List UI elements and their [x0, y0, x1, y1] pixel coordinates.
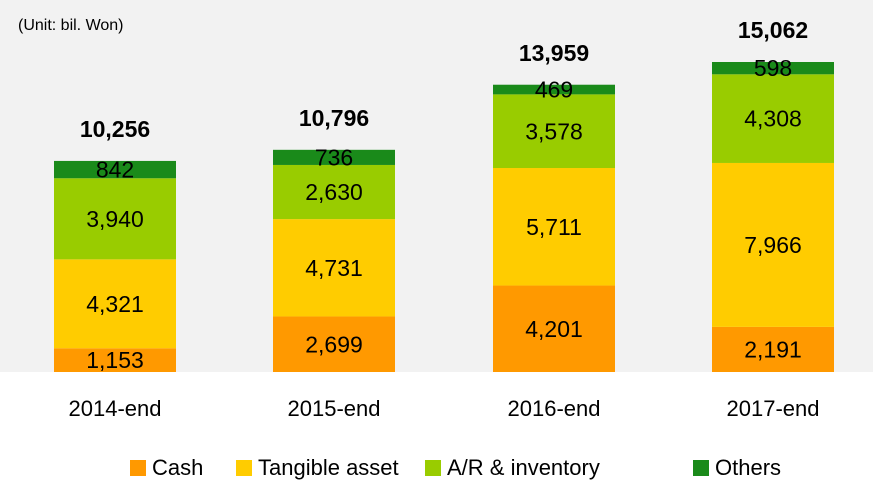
data-label: 469 [535, 77, 573, 103]
data-label: 7,966 [744, 232, 802, 258]
data-label: 4,321 [86, 291, 144, 317]
data-label: 3,578 [525, 118, 583, 144]
data-label: 2,699 [305, 331, 363, 357]
bar-segment [493, 94, 615, 169]
total-label: 13,959 [519, 40, 589, 66]
legend-label: Others [715, 455, 781, 480]
legend-swatch [236, 460, 252, 476]
data-label: 1,153 [86, 347, 144, 373]
legend-swatch [693, 460, 709, 476]
unit-label: (Unit: bil. Won) [18, 17, 124, 34]
data-label: 2,191 [744, 337, 802, 363]
data-label: 4,731 [305, 255, 363, 281]
bar-segment [712, 162, 834, 327]
legend-label: A/R & inventory [447, 455, 600, 480]
data-label: 598 [754, 55, 792, 81]
bar-segment [712, 62, 834, 75]
total-label: 10,256 [80, 116, 150, 142]
data-label: 842 [96, 157, 134, 183]
data-label: 5,711 [526, 214, 582, 240]
bar-segment [712, 326, 834, 372]
bar-segment [54, 259, 176, 349]
bar-segment [493, 84, 615, 95]
bar-segment [54, 348, 176, 372]
data-label: 3,940 [86, 206, 144, 232]
x-tick-label: 2014-end [69, 396, 162, 421]
bar-segment [712, 74, 834, 163]
bar-segment [273, 164, 395, 220]
data-label: 736 [315, 144, 353, 170]
legend-swatch [130, 460, 146, 476]
legend-swatch [425, 460, 441, 476]
x-tick-label: 2016-end [508, 396, 601, 421]
x-tick-label: 2017-end [727, 396, 820, 421]
legend-label: Tangible asset [258, 455, 399, 480]
data-label: 4,201 [525, 316, 583, 342]
legend-label: Cash [152, 455, 203, 480]
bar-segment [54, 160, 176, 179]
data-label: 2,630 [305, 179, 363, 205]
total-label: 10,796 [299, 105, 369, 131]
bar-segment [273, 149, 395, 165]
bar-segment [273, 316, 395, 372]
data-label: 4,308 [744, 106, 802, 132]
bar-segment [493, 168, 615, 286]
bar-segment [273, 219, 395, 317]
bar-segment [493, 285, 615, 372]
bar-segment [54, 178, 176, 260]
total-label: 15,062 [738, 17, 808, 43]
x-tick-label: 2015-end [288, 396, 381, 421]
